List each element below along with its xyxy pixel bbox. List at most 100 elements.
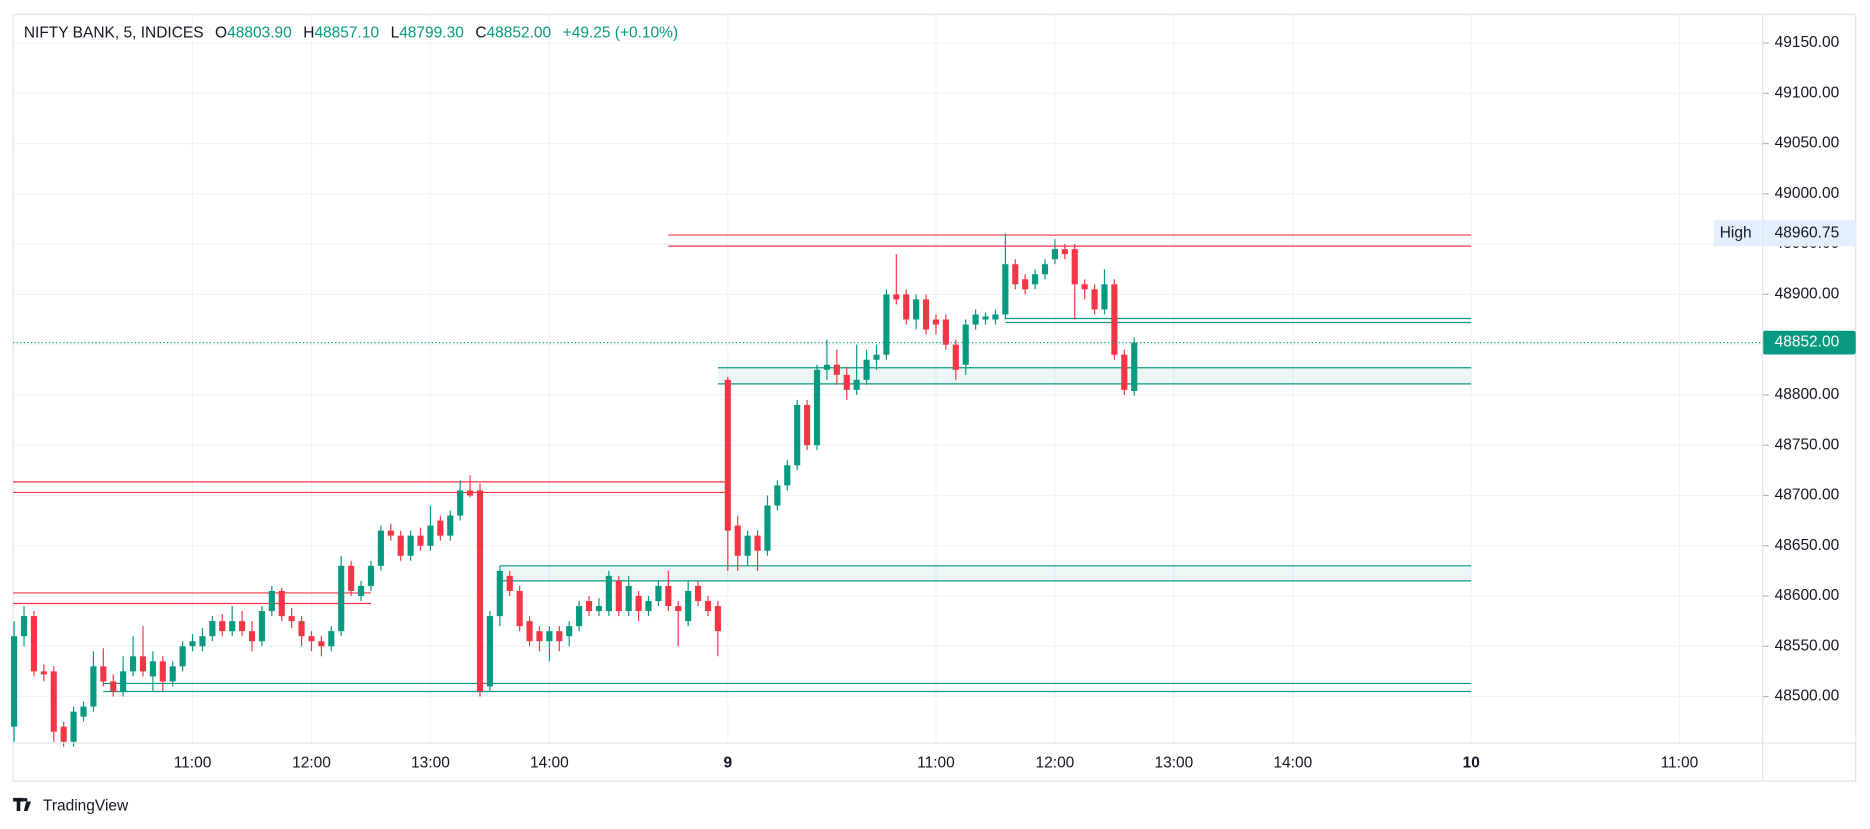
candle-body bbox=[665, 585, 672, 607]
high-tag-label: High bbox=[1720, 224, 1752, 241]
y-tick-label: 48900.00 bbox=[1775, 285, 1840, 302]
candle-body bbox=[1012, 264, 1019, 285]
candle-body bbox=[427, 525, 434, 546]
candle-body bbox=[348, 565, 355, 591]
candle-body bbox=[556, 631, 563, 642]
candle-body bbox=[30, 616, 38, 672]
legend: NIFTY BANK, 5, INDICES O48803.90 H48857.… bbox=[24, 25, 678, 42]
candle-body bbox=[496, 570, 503, 617]
candle-body bbox=[724, 379, 731, 531]
candle-body bbox=[1111, 284, 1118, 355]
candle-body bbox=[209, 621, 216, 637]
x-tick-label: 12:00 bbox=[292, 754, 331, 771]
candle-body bbox=[11, 636, 18, 727]
candle-body bbox=[863, 359, 870, 380]
candle-body bbox=[288, 616, 295, 622]
high-value-box bbox=[1762, 220, 1856, 247]
candle-body bbox=[843, 374, 850, 390]
brand-name: TradingView bbox=[43, 797, 129, 814]
axis-layer: 48500.00 48550.00 48600.00 48650.00 48700.00… bbox=[13, 34, 1856, 771]
candle-body bbox=[1022, 279, 1029, 290]
candle-body bbox=[110, 681, 117, 692]
candle-body bbox=[992, 314, 999, 320]
candle-body bbox=[318, 641, 325, 647]
candle-body bbox=[149, 661, 156, 677]
candle-body bbox=[407, 535, 414, 556]
y-tick-label: 48650.00 bbox=[1775, 537, 1840, 554]
candle-body bbox=[913, 299, 920, 320]
candle-body bbox=[804, 404, 811, 446]
candle-body bbox=[258, 611, 265, 642]
candle-body bbox=[774, 485, 781, 506]
candle-body bbox=[60, 726, 67, 742]
candle-body bbox=[1002, 264, 1009, 315]
candle-body bbox=[219, 621, 226, 632]
candle-body bbox=[932, 319, 940, 325]
candle-body bbox=[377, 530, 384, 566]
candle-body bbox=[387, 530, 394, 536]
legend-symbol: NIFTY BANK, 5, INDICES bbox=[24, 25, 204, 42]
legend-key: O bbox=[215, 25, 227, 42]
candle-body bbox=[298, 621, 305, 637]
candle-body bbox=[1091, 289, 1098, 310]
y-tick-label: 48550.00 bbox=[1775, 637, 1840, 654]
y-tick-label: 48600.00 bbox=[1775, 587, 1840, 604]
legend-value: 48857.10 bbox=[314, 25, 379, 42]
level-zone bbox=[717, 367, 1472, 384]
y-tick-label: 48750.00 bbox=[1775, 436, 1840, 453]
candle-body bbox=[823, 364, 831, 370]
candle-body bbox=[962, 324, 969, 365]
candle-body bbox=[1041, 264, 1049, 275]
candle-body bbox=[447, 515, 454, 536]
last-price-label: 48852.00 bbox=[1775, 334, 1840, 351]
candle-body bbox=[70, 711, 77, 742]
legend-value: 48852.00 bbox=[487, 25, 552, 42]
candle-body bbox=[922, 299, 930, 330]
candle-body bbox=[20, 616, 28, 637]
x-tick-label: 10 bbox=[1463, 754, 1480, 771]
grid-layer bbox=[13, 14, 1763, 744]
candle-body bbox=[367, 565, 375, 586]
candle-body bbox=[754, 535, 761, 551]
candle-body bbox=[328, 631, 335, 647]
candle-body bbox=[675, 606, 682, 612]
candle-body bbox=[417, 535, 424, 546]
candle-body bbox=[397, 535, 404, 556]
candle-body bbox=[873, 354, 880, 360]
candle-body bbox=[1131, 342, 1138, 391]
y-tick-label: 49000.00 bbox=[1775, 185, 1840, 202]
candle-body bbox=[566, 626, 573, 637]
candle-body bbox=[179, 646, 186, 667]
x-tick-label: 13:00 bbox=[1154, 754, 1193, 771]
candle-body bbox=[90, 666, 97, 707]
candle-body bbox=[903, 294, 910, 320]
candle-body bbox=[734, 525, 741, 556]
candle-body bbox=[189, 641, 196, 647]
y-tick-label: 49050.00 bbox=[1775, 135, 1840, 152]
candle-body bbox=[467, 490, 474, 496]
branding: TradingView bbox=[13, 797, 129, 814]
x-tick-label: 14:00 bbox=[530, 754, 569, 771]
x-tick-label: 14:00 bbox=[1273, 754, 1312, 771]
candle-body bbox=[605, 575, 612, 612]
x-tick-label: 9 bbox=[723, 754, 732, 771]
candle-body bbox=[585, 601, 593, 612]
candle-body bbox=[100, 666, 107, 682]
y-tick-label: 48500.00 bbox=[1775, 688, 1840, 705]
candle-body bbox=[1032, 274, 1039, 285]
candle-body bbox=[714, 606, 721, 632]
candle-body bbox=[794, 404, 801, 466]
candle-body bbox=[1101, 284, 1108, 310]
x-tick-label: 13:00 bbox=[411, 754, 450, 771]
logo bbox=[13, 797, 32, 812]
high-value-label: 48960.75 bbox=[1775, 224, 1840, 241]
candle-body bbox=[536, 631, 543, 642]
candle-body bbox=[40, 671, 47, 675]
candle-body bbox=[199, 636, 206, 647]
candle-body bbox=[1071, 249, 1078, 285]
y-tick-label: 48700.00 bbox=[1775, 487, 1840, 504]
y-tick-label: 48800.00 bbox=[1775, 386, 1840, 403]
candle-body bbox=[129, 656, 137, 672]
candle-body bbox=[338, 565, 345, 632]
candle-body bbox=[1051, 249, 1058, 260]
